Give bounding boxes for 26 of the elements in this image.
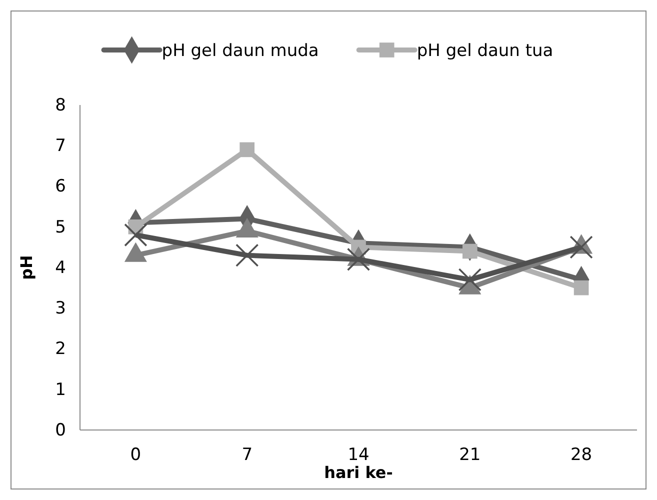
y-tick-label: 6 — [55, 176, 66, 197]
x-tick-label: 21 — [459, 445, 481, 466]
x-tick-label: 0 — [130, 445, 142, 466]
x-axis-title: hari ke- — [324, 463, 393, 482]
x-tick-label: 28 — [570, 445, 592, 466]
legend-label: pH gel daun tua — [416, 41, 554, 61]
y-tick-label: 4 — [55, 258, 66, 278]
y-tick-label: 7 — [55, 136, 66, 156]
point — [570, 236, 593, 259]
point — [240, 142, 255, 158]
y-tick-label: 1 — [55, 380, 66, 400]
legend-label: pH gel daun muda — [162, 41, 319, 61]
y-tick-label: 2 — [55, 339, 66, 360]
point — [346, 248, 370, 271]
y-tick-label: 3 — [55, 298, 66, 319]
x-tick-label: 7 — [242, 445, 253, 466]
y-axis-title: pH — [17, 255, 36, 280]
point — [462, 244, 478, 259]
y-tick-label: 8 — [55, 95, 66, 116]
y-tick-label: 0 — [55, 420, 66, 440]
x-tick-label: 14 — [348, 445, 370, 466]
y-tick-label: 5 — [55, 217, 66, 238]
point — [236, 244, 259, 267]
point — [574, 280, 589, 296]
point — [124, 223, 148, 247]
point — [458, 268, 482, 292]
